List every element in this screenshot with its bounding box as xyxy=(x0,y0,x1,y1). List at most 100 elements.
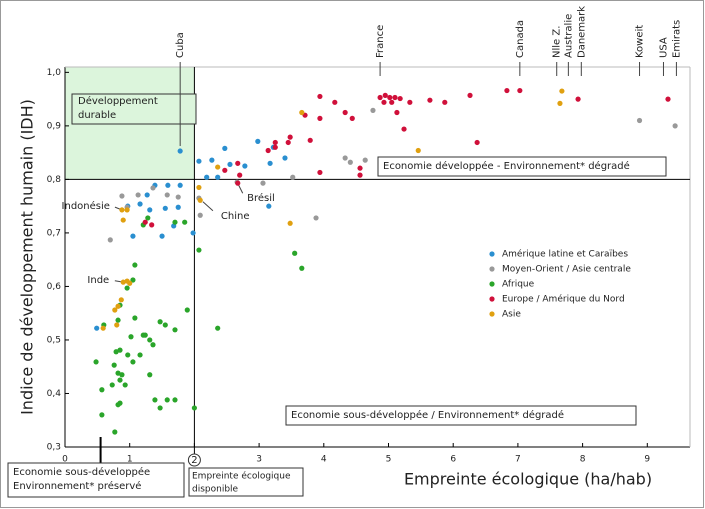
available-box xyxy=(188,467,304,497)
point xyxy=(162,205,168,211)
legend-label: Europe / Amérique du Nord xyxy=(502,294,625,305)
x-tick-label: 0 xyxy=(62,455,68,465)
point xyxy=(381,99,387,105)
point xyxy=(172,327,178,333)
point xyxy=(177,148,183,154)
point xyxy=(196,184,202,191)
point xyxy=(215,164,221,170)
legend-label: Asie xyxy=(502,310,521,320)
durable-text: Développement durable xyxy=(78,95,158,121)
top-annotation: USA xyxy=(658,37,669,58)
point xyxy=(135,192,141,198)
y-axis-label: Indice de développement humain (IDH) xyxy=(18,99,37,415)
point xyxy=(260,180,266,186)
point xyxy=(172,219,178,225)
y-tick-label: 0,6 xyxy=(47,282,62,292)
legend-marker xyxy=(489,266,495,272)
x-tick-label: 5 xyxy=(386,455,392,465)
point xyxy=(117,377,123,383)
point xyxy=(130,359,136,365)
point xyxy=(130,233,136,239)
point xyxy=(159,233,165,239)
point xyxy=(107,237,113,243)
point xyxy=(407,99,413,105)
point xyxy=(125,352,131,358)
point xyxy=(184,307,190,313)
point xyxy=(317,93,323,100)
point xyxy=(255,138,261,144)
point xyxy=(165,182,171,188)
point xyxy=(190,230,196,236)
inner-annotation: Inde xyxy=(87,275,109,286)
point xyxy=(362,157,368,163)
point xyxy=(177,182,183,188)
inner-annotation: Indonésie xyxy=(62,200,110,212)
point xyxy=(266,203,272,209)
top-annotation: Danemark xyxy=(576,6,587,58)
point xyxy=(147,337,153,343)
point xyxy=(120,217,126,223)
point xyxy=(285,139,291,146)
point xyxy=(147,207,153,213)
point xyxy=(147,372,153,378)
y-tick-label: 0,5 xyxy=(47,335,61,345)
annotation-line xyxy=(114,280,121,283)
top-annotation: Canada xyxy=(515,20,526,58)
point xyxy=(397,95,403,102)
point xyxy=(299,109,305,116)
point xyxy=(137,201,143,207)
legend-label: Amérique latine et Caraïbes xyxy=(502,249,628,260)
annotation-line xyxy=(238,185,244,194)
point xyxy=(387,94,393,101)
point xyxy=(93,359,99,365)
point xyxy=(377,94,383,101)
point xyxy=(114,322,120,328)
point xyxy=(370,107,376,113)
point xyxy=(287,134,293,140)
point xyxy=(215,174,221,180)
legend-label: Afrique xyxy=(502,280,535,290)
y-tick-label: 0,9 xyxy=(47,121,62,131)
point xyxy=(162,322,168,328)
point xyxy=(144,192,150,198)
point xyxy=(235,180,241,186)
point xyxy=(287,220,293,226)
x-tick-label: 4 xyxy=(321,455,327,465)
y-tick-label: 1,0 xyxy=(47,68,62,78)
legend-marker xyxy=(489,296,495,302)
point xyxy=(575,96,581,102)
point xyxy=(389,99,395,105)
point xyxy=(145,215,151,221)
point xyxy=(299,265,305,271)
point xyxy=(132,262,138,268)
point xyxy=(175,194,181,200)
point xyxy=(157,319,163,325)
point xyxy=(357,165,363,171)
y-tick-label: 0,7 xyxy=(47,228,61,238)
top-annotation: France xyxy=(375,25,386,58)
point xyxy=(557,100,563,106)
point xyxy=(182,219,188,225)
point xyxy=(222,167,228,173)
point xyxy=(290,174,296,180)
point xyxy=(265,147,271,154)
point xyxy=(94,325,100,331)
point xyxy=(342,155,348,161)
top-annotation: Emirats xyxy=(671,20,682,58)
point xyxy=(401,126,407,132)
point xyxy=(115,370,121,376)
legend-label: Moyen-Orient / Asie centrale xyxy=(502,265,631,275)
under-degraded-box xyxy=(285,405,637,426)
point xyxy=(317,115,323,121)
x-tick-label: 1 xyxy=(127,455,133,465)
point xyxy=(272,139,278,146)
point xyxy=(115,303,121,309)
annotation-line xyxy=(202,201,214,212)
point xyxy=(204,174,210,180)
point xyxy=(196,158,202,164)
point xyxy=(242,163,248,169)
point xyxy=(112,429,118,435)
durable-box xyxy=(71,93,197,125)
top-annotation: Australie xyxy=(563,14,574,58)
inner-annotation: Brésil xyxy=(247,192,275,204)
